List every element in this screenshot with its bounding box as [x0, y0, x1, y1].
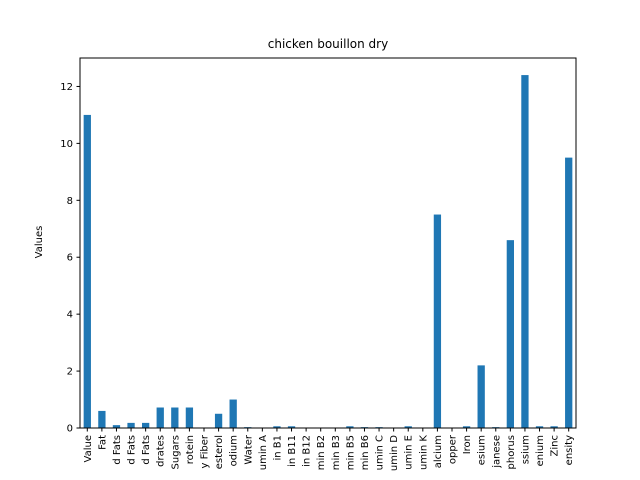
x-tick-label: esium [477, 435, 488, 465]
bar-24 [433, 214, 442, 428]
x-tick-label: min B2 [316, 435, 327, 470]
x-tick-label: d Fats [127, 435, 138, 465]
bar-6 [171, 407, 179, 428]
x-tick-label: phorus [506, 435, 517, 469]
bar-32 [550, 426, 558, 428]
x-tick-label: Sugars [170, 435, 181, 469]
x-tick-label: in B1 [272, 435, 283, 461]
x-tick-label: enium [535, 435, 546, 466]
x-tick-label: Iron [462, 435, 473, 454]
x-tick-label: Fat [97, 435, 108, 450]
bar-18 [346, 426, 354, 428]
x-tick-label: Zinc [550, 435, 561, 456]
bar-2 [112, 425, 121, 428]
x-axis-ticks: Value Fat d Fats d Fats d Fats drates Sugars ro… [83, 428, 575, 471]
x-tick-label: janese [491, 435, 502, 469]
x-tick-label: min B5 [345, 435, 356, 470]
bar-1 [98, 410, 106, 428]
bar-5 [156, 407, 164, 428]
x-tick-label: umin K [418, 435, 429, 470]
x-tick-label: min B6 [360, 435, 371, 470]
bar-10 [229, 399, 237, 428]
x-tick-label: odium [229, 435, 240, 466]
x-tick-label: esterol [214, 435, 225, 469]
x-tick-label: d Fats [112, 435, 123, 465]
bar-29 [506, 240, 514, 428]
y-tick-label: 6 [67, 253, 73, 264]
x-tick-label: ssium [520, 435, 531, 464]
bars-group [83, 75, 573, 429]
y-axis-label: Values [34, 226, 45, 259]
chart-title: chicken bouillon dry [268, 37, 388, 51]
x-tick-label: drates [156, 435, 167, 467]
y-tick-label: 4 [67, 310, 73, 321]
y-tick-label: 12 [60, 82, 73, 93]
x-tick-label: opper [448, 434, 459, 464]
x-tick-label: Value [83, 435, 94, 462]
bar-33 [565, 157, 573, 428]
x-tick-label: umin C [375, 435, 386, 470]
bar-14 [287, 426, 296, 428]
x-tick-label: Water [243, 434, 254, 464]
x-tick-label: umin D [389, 435, 400, 471]
bar-30 [521, 75, 529, 428]
y-tick-label: 10 [60, 139, 73, 150]
y-axis-ticks: 0 2 4 6 8 10 12 [60, 82, 80, 435]
x-tick-label: alcium [433, 435, 444, 468]
x-tick-label: umin A [258, 435, 269, 470]
plot-frame [79, 57, 577, 429]
bar-27 [477, 365, 485, 428]
x-tick-label: in B12 [302, 435, 313, 467]
x-tick-label: d Fats [141, 435, 152, 465]
y-tick-label: 0 [67, 424, 73, 435]
bar-22 [404, 426, 412, 428]
x-tick-label: y Fiber [200, 434, 211, 468]
x-tick-label: rotein [185, 435, 196, 464]
bar-13 [273, 426, 281, 428]
bar-9 [214, 413, 223, 428]
bar-4 [142, 422, 150, 428]
x-tick-label: umin E [404, 435, 415, 470]
bar-31 [535, 426, 544, 428]
bar-3 [127, 422, 135, 428]
x-tick-label: ensity [564, 435, 575, 465]
x-tick-label: min B3 [331, 435, 342, 470]
bar-0 [83, 114, 91, 429]
y-tick-label: 8 [67, 196, 73, 207]
x-tick-label: in B11 [287, 435, 298, 467]
y-tick-label: 2 [67, 367, 73, 378]
bar-7 [185, 407, 194, 428]
bar-26 [462, 426, 471, 428]
